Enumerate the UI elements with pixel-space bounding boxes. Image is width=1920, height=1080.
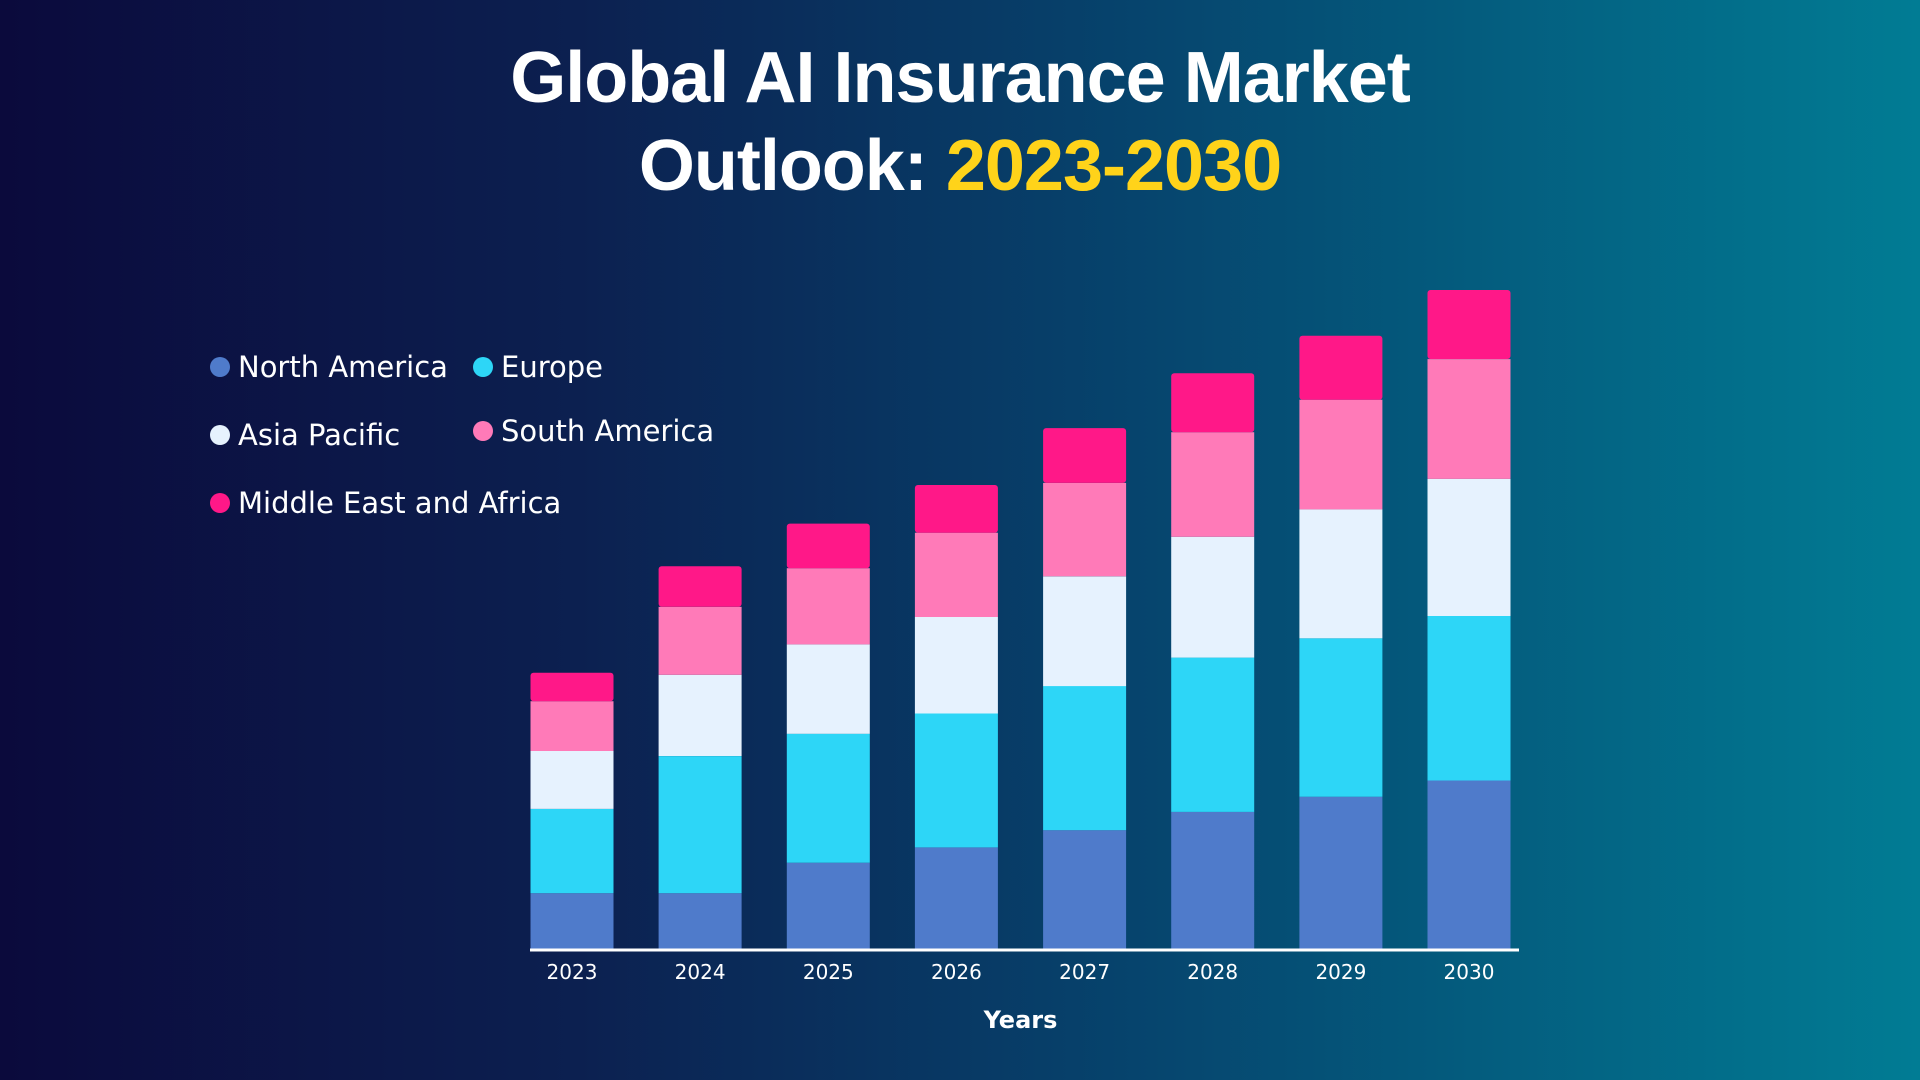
bar-segment-2023-south-america <box>530 701 614 751</box>
bar-segment-2026-asia-pacific <box>914 617 998 714</box>
legend-label-europe: Europe <box>501 350 603 384</box>
x-tick-label-2030: 2030 <box>1444 960 1495 984</box>
bar-segment-2023-asia-pacific <box>530 751 614 809</box>
x-tick-label-2029: 2029 <box>1315 960 1366 984</box>
x-axis-title: Years <box>983 1006 1058 1034</box>
bar-segment-2026-north-america <box>914 847 998 949</box>
bar-segment-2029-middle-east-and-africa <box>1299 335 1383 400</box>
bar-segment-2024-asia-pacific <box>658 674 742 756</box>
bar-segment-2030-middle-east-and-africa <box>1427 290 1511 359</box>
bar-segment-2023-middle-east-and-africa <box>530 672 614 702</box>
x-tick-label-2025: 2025 <box>803 960 854 984</box>
bar-segment-2029-europe <box>1299 638 1383 797</box>
bar-segment-2025-north-america <box>786 862 870 949</box>
bar-segment-2025-europe <box>786 733 870 863</box>
bar-segment-2030-europe <box>1427 616 1511 781</box>
bar-segment-2024-north-america <box>658 893 742 949</box>
legend-label-north-america: North America <box>238 350 448 384</box>
bar-segment-2027-middle-east-and-africa <box>1043 428 1127 483</box>
chart-title-line-1: Global AI Insurance Market <box>510 38 1411 118</box>
x-tick-label-2023: 2023 <box>547 960 598 984</box>
legend-item-south-america: South America <box>473 414 714 448</box>
x-tick-label-2026: 2026 <box>931 960 982 984</box>
legend-item-north-america: North America <box>210 350 448 384</box>
legend-swatch-asia-pacific <box>210 425 230 445</box>
bar-segment-2027-asia-pacific <box>1043 576 1127 687</box>
bar-segment-2026-south-america <box>914 532 998 617</box>
chart-title-accent: 2023-2030 <box>945 126 1282 206</box>
bar-segment-2028-europe <box>1171 657 1255 812</box>
bar-segment-2029-north-america <box>1299 796 1383 949</box>
bar-segment-2027-north-america <box>1043 830 1127 949</box>
bar-segment-2024-middle-east-and-africa <box>658 566 742 607</box>
bar-segment-2023-europe <box>530 808 614 894</box>
bar-segment-2029-asia-pacific <box>1299 509 1383 639</box>
bar-segment-2025-asia-pacific <box>786 644 870 734</box>
bar-segment-2026-middle-east-and-africa <box>914 485 998 533</box>
bar-segment-2024-south-america <box>658 606 742 675</box>
bar-segment-2030-asia-pacific <box>1427 478 1511 616</box>
bar-segment-2026-europe <box>914 713 998 848</box>
legend-item-middle-east-and-africa: Middle East and Africa <box>210 486 561 520</box>
bars-group <box>530 290 1511 949</box>
legend-label-south-america: South America <box>501 414 715 448</box>
chart-title: Global AI Insurance Market Outlook: 2023… <box>0 34 1920 210</box>
bar-segment-2024-europe <box>658 756 742 894</box>
bar-segment-2023-north-america <box>530 893 614 949</box>
x-tick-labels: 2023 2024 2025 2026 2027 2028 2029 2030 <box>547 960 1495 984</box>
legend-swatch-north-america <box>210 357 230 377</box>
x-tick-label-2027: 2027 <box>1059 960 1110 984</box>
bar-segment-2027-south-america <box>1043 482 1127 577</box>
bar-segment-2025-south-america <box>786 568 870 645</box>
bar-segment-2027-europe <box>1043 686 1127 831</box>
bar-segment-2028-north-america <box>1171 811 1255 949</box>
legend-swatch-south-america <box>473 421 493 441</box>
bar-segment-2030-south-america <box>1427 359 1511 479</box>
bar-segment-2028-middle-east-and-africa <box>1171 373 1255 433</box>
chart-title-prefix: Outlook: <box>638 126 946 206</box>
legend-swatch-europe <box>473 357 493 377</box>
chart-title-line-2: Outlook: 2023-2030 <box>0 122 1920 210</box>
x-tick-label-2024: 2024 <box>675 960 726 984</box>
bar-segment-2030-north-america <box>1427 780 1511 949</box>
legend-label-middle-east-and-africa: Middle East and Africa <box>238 486 562 520</box>
legend-label-asia-pacific: Asia Pacific <box>238 418 401 452</box>
bar-segment-2025-middle-east-and-africa <box>786 523 870 569</box>
bar-segment-2029-south-america <box>1299 399 1383 510</box>
legend-item-asia-pacific: Asia Pacific <box>210 418 400 452</box>
bar-segment-2028-asia-pacific <box>1171 536 1255 658</box>
legend-swatch-middle-east-and-africa <box>210 493 230 513</box>
x-tick-label-2028: 2028 <box>1187 960 1238 984</box>
legend-item-europe: Europe <box>473 350 603 384</box>
bar-segment-2028-south-america <box>1171 432 1255 537</box>
chart-legend: North America Europe Asia Pacific South … <box>210 350 730 550</box>
